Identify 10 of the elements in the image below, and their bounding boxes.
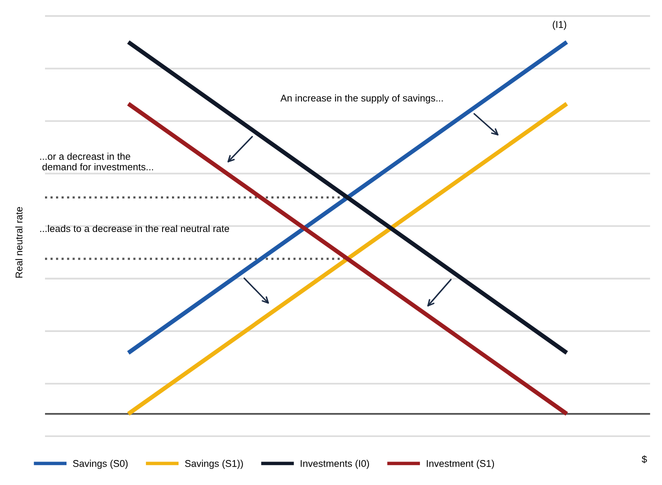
annotation: ...or a decreast in the demand for investments... [40,152,153,170]
text: $ [642,455,647,464]
legend-label: Investments (I0) [300,460,369,469]
annotation: ...leads to a decrease in the real neutral rate [40,224,230,232]
legend-label: Savings (S1)) [185,460,243,469]
y-axis-title: Real neutral rate [15,206,22,278]
legend-label: Savings (S0) [73,460,128,469]
text: (I1) [552,20,566,30]
legend-label: Investment (S1) [426,460,494,469]
annotation: An increase in the supply of savings... [280,94,443,104]
